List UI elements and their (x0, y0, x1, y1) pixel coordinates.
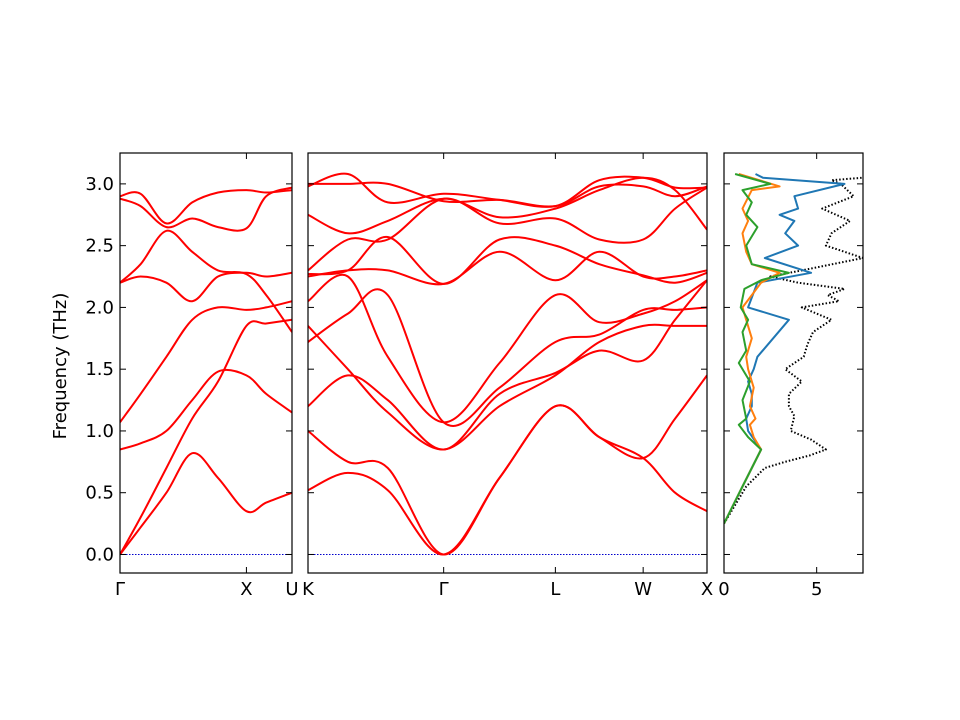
phonon-band-5 (308, 288, 707, 427)
phonon-band-8 (120, 186, 292, 232)
phonon-band-7 (308, 250, 707, 286)
dos-lines (724, 173, 863, 525)
phonon-band-5 (120, 271, 292, 303)
band-lines (308, 172, 707, 556)
dos-x-tick-label: 5 (811, 579, 822, 600)
phonon-band-1 (120, 452, 292, 556)
y-axis-label-group: Frequency (THz) (50, 293, 71, 440)
phonon-band-11 (308, 172, 707, 208)
dos-frame (723, 152, 864, 574)
phonon-band-9 (308, 186, 707, 272)
phonon-band-8 (308, 235, 707, 285)
panel-frame (119, 152, 293, 574)
dos-series-2 (724, 173, 846, 525)
y-tick-label: 3.0 (85, 174, 114, 195)
phonon-band-4 (308, 323, 707, 451)
phonon-band-6 (308, 273, 707, 424)
y-tick-label: 1.0 (85, 421, 114, 442)
y-axis-label: Frequency (THz) (50, 293, 71, 440)
x-tick-label: Γ (439, 579, 449, 600)
phonon-band-2 (120, 318, 292, 555)
phonon-band-12 (308, 181, 707, 208)
x-tick-label: X (701, 579, 713, 600)
phonon-band-6 (120, 229, 292, 333)
x-tick-label: L (550, 579, 560, 600)
panel-frame (307, 152, 708, 574)
phonon-band-3 (308, 279, 707, 451)
dos-x-tick-label: 0 (718, 579, 729, 600)
dos-series-4 (724, 173, 790, 525)
x-tick-label: K (302, 579, 315, 600)
dos-series-3 (724, 173, 781, 525)
x-tick-label: W (634, 579, 652, 600)
phonon-band-4 (120, 300, 292, 423)
x-tick-label: Γ (115, 579, 125, 600)
dos-series-1 (724, 176, 863, 525)
phonon-band-2 (308, 374, 707, 556)
phonon-band-7 (120, 189, 292, 225)
y-tick-label: 0.0 (85, 544, 114, 565)
x-tick-label: U (285, 579, 298, 600)
phonon-band-3 (120, 368, 292, 451)
panels: Γ X U0.00.51.01.52.02.53.0K Γ L W X 0 5 (85, 152, 864, 600)
y-tick-label: 1.5 (85, 359, 114, 380)
phonon-band-1 (308, 404, 707, 556)
y-tick-label: 0.5 (85, 483, 114, 504)
y-tick-label: 2.0 (85, 297, 114, 318)
y-tick-label: 2.5 (85, 236, 114, 257)
band-lines (120, 186, 292, 556)
x-tick-label: X (240, 579, 252, 600)
band-panel-1: Γ X U 0.0 0.5 1.0 1.5 2.0 2.5 3.0 (85, 152, 299, 600)
phonon-band-10 (308, 176, 707, 235)
